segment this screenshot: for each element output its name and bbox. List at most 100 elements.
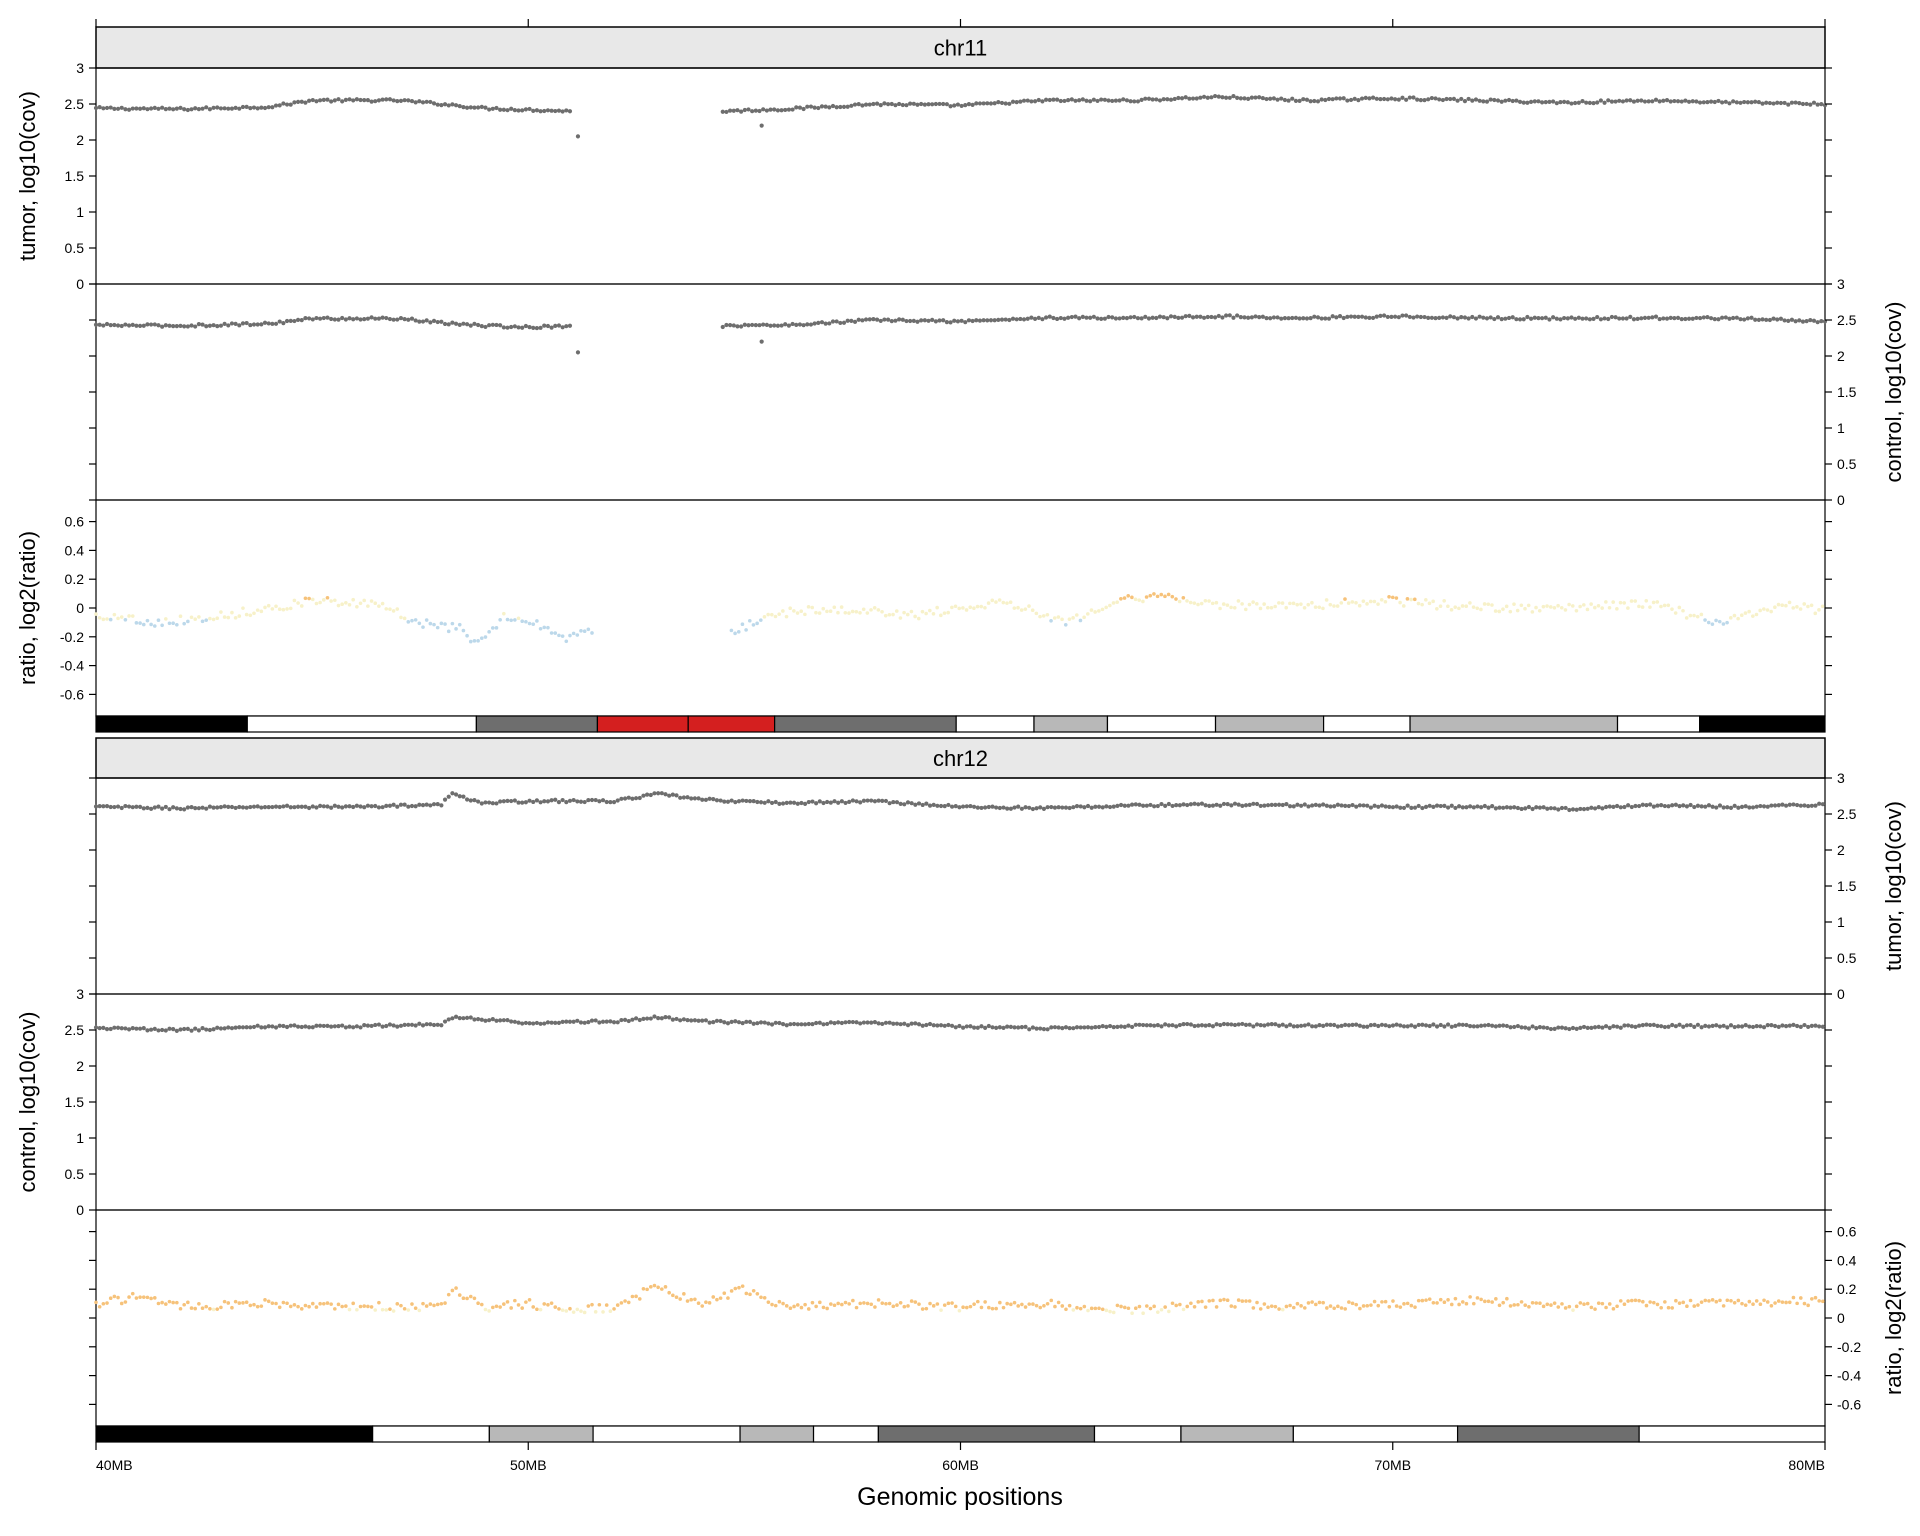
- coverage-point: [1066, 98, 1071, 103]
- coverage-point: [472, 798, 477, 803]
- coverage-point: [769, 1022, 775, 1027]
- coverage-point: [852, 102, 858, 107]
- coverage-point: [512, 1019, 517, 1024]
- coverage-point: [292, 318, 297, 324]
- coverage-point: [1170, 1023, 1175, 1028]
- ratio-point: [101, 1301, 106, 1306]
- coverage-point: [762, 800, 767, 805]
- coverage-point: [1694, 315, 1699, 321]
- coverage-point: [1387, 804, 1392, 809]
- coverage-point: [369, 315, 374, 320]
- ratio-point: [1405, 1301, 1410, 1306]
- coverage-point: [1284, 1024, 1289, 1029]
- coverage-point: [1154, 315, 1159, 321]
- coverage-point: [843, 800, 848, 806]
- coverage-point: [1023, 805, 1028, 810]
- coverage-point: [446, 794, 451, 799]
- coverage-point: [997, 1025, 1002, 1030]
- y-tick-label: 0.5: [65, 1166, 85, 1182]
- ratio-point: [457, 622, 462, 627]
- ratio-point: [1111, 601, 1116, 605]
- ideogram-band-gneg: [1292, 1425, 1459, 1443]
- ratio-point: [854, 609, 859, 614]
- ratio-point: [1449, 608, 1454, 612]
- coverage-point: [1096, 1024, 1102, 1030]
- coverage-point: [1644, 1022, 1649, 1027]
- coverage-point: [1547, 99, 1552, 104]
- ratio-point: [1262, 602, 1266, 606]
- y-tick-label: 2.5: [1837, 312, 1857, 328]
- ratio-point: [502, 611, 506, 616]
- ratio-point: [711, 1295, 716, 1299]
- ratio-point: [1431, 1300, 1436, 1305]
- ratio-point: [513, 618, 517, 622]
- ratio-point: [1097, 609, 1101, 613]
- coverage-point: [523, 107, 528, 112]
- coverage-point: [273, 804, 279, 809]
- ratio-point: [1144, 595, 1149, 599]
- coverage-point: [1071, 1026, 1076, 1031]
- coverage-point: [597, 1020, 602, 1025]
- ratio-point: [1490, 1300, 1494, 1304]
- ratio-point: [905, 612, 910, 617]
- coverage-point: [1407, 314, 1412, 320]
- coverage-point: [516, 325, 521, 330]
- coverage-point: [1055, 316, 1060, 322]
- coverage-point: [295, 1024, 301, 1029]
- ratio-point: [119, 615, 124, 619]
- coverage-point: [97, 1026, 102, 1031]
- coverage-point: [731, 108, 736, 113]
- coverage-point: [1510, 315, 1515, 320]
- coverage-point: [1808, 102, 1813, 107]
- coverage-point: [746, 323, 751, 328]
- coverage-point: [1517, 317, 1523, 322]
- coverage-point: [905, 800, 911, 805]
- ratio-point: [1736, 616, 1740, 621]
- coverage-point: [193, 1026, 198, 1031]
- coverage-point: [1418, 314, 1423, 320]
- ratio-point: [542, 1302, 547, 1306]
- coverage-point: [1049, 804, 1054, 810]
- coverage-point: [1282, 316, 1288, 321]
- coverage-point: [819, 104, 825, 109]
- coverage-point: [1448, 96, 1453, 102]
- y-tick-label: 0: [76, 600, 84, 616]
- coverage-point: [1290, 315, 1295, 321]
- coverage-point: [1646, 99, 1651, 104]
- ratio-point: [1442, 1300, 1447, 1305]
- coverage-point: [622, 796, 628, 801]
- ratio-point: [1302, 1306, 1307, 1310]
- coverage-point: [1210, 803, 1216, 808]
- ratio-point: [1170, 1301, 1175, 1306]
- coverage-point: [402, 1022, 407, 1028]
- coverage-point: [200, 322, 205, 327]
- ratio-point: [1607, 605, 1612, 610]
- coverage-point: [564, 324, 569, 329]
- ratio-point: [1236, 1298, 1241, 1302]
- coverage-point: [1460, 805, 1465, 810]
- coverage-point: [259, 322, 264, 327]
- coverage-point: [1464, 805, 1469, 810]
- ratio-point: [1346, 601, 1351, 605]
- ratio-point: [1762, 607, 1766, 611]
- coverage-point: [1110, 315, 1115, 320]
- coverage-point: [753, 108, 758, 113]
- ratio-point: [1152, 592, 1156, 596]
- ratio-point: [1009, 1302, 1013, 1307]
- ratio-point: [1192, 601, 1197, 605]
- ratio-point: [1063, 623, 1068, 627]
- coverage-point: [887, 1020, 892, 1025]
- coverage-point: [171, 805, 176, 810]
- coverage-point: [850, 798, 855, 803]
- coverage-point: [1581, 1024, 1587, 1030]
- coverage-point: [1412, 1024, 1418, 1029]
- ratio-point: [355, 1307, 359, 1312]
- coverage-point: [1254, 801, 1260, 807]
- coverage-point: [750, 109, 755, 114]
- coverage-point: [531, 108, 536, 113]
- ratio-point: [928, 608, 932, 613]
- coverage-point: [1747, 805, 1752, 810]
- ratio-point: [946, 1301, 951, 1306]
- coverage-point: [1324, 803, 1329, 808]
- coverage-point: [1664, 316, 1670, 321]
